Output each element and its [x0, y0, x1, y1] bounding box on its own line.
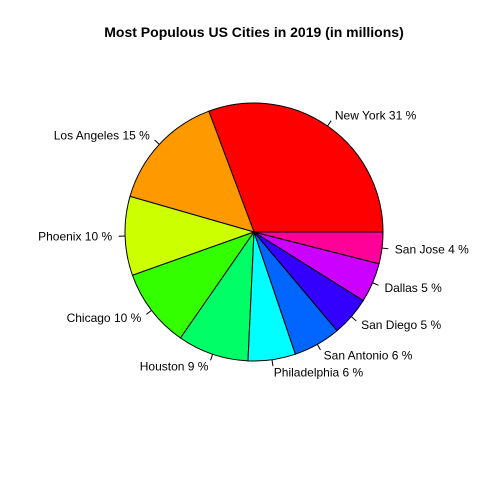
pie-label-tick — [372, 282, 379, 286]
pie-label-los-angeles: Los Angeles 15 % — [54, 129, 150, 143]
pie-slice-phoenix — [124, 195, 256, 276]
pie-label-tick — [316, 344, 321, 351]
pie-label-tick — [327, 120, 332, 127]
chart-title: Most Populous US Cities in 2019 (in mill… — [104, 24, 403, 40]
pie-label-houston: Houston 9 % — [140, 359, 209, 373]
pie-label-tick — [381, 247, 389, 250]
pie-label-san-antonio: San Antonio 6 % — [324, 349, 413, 363]
pie-label-philadelphia: Philadelphia 6 % — [274, 366, 364, 380]
pie-slices — [124, 102, 384, 362]
pie-label-chicago: Chicago 10 % — [67, 311, 142, 325]
pie-label-phoenix: Phoenix 10 % — [38, 229, 112, 243]
pie-label-new-york: New York 31 % — [335, 108, 417, 122]
pie-label-tick — [271, 359, 274, 367]
pie-label-san-diego: San Diego 5 % — [361, 318, 441, 332]
pie-label-san-jose: San Jose 4 % — [395, 243, 469, 257]
pie-slice-los-angeles — [129, 110, 255, 233]
pie-slice-new-york — [208, 102, 384, 233]
pie-label-tick — [146, 310, 152, 315]
pie-slice-chicago — [131, 231, 256, 339]
pie-label-tick — [210, 354, 214, 361]
pie-label-tick — [154, 139, 160, 145]
pie-label-dallas: Dallas 5 % — [384, 281, 442, 295]
pie-labels: New York 31 % Los Angeles 15 % Phoenix 10 … — [38, 108, 469, 379]
pie-label-tick — [351, 316, 357, 322]
